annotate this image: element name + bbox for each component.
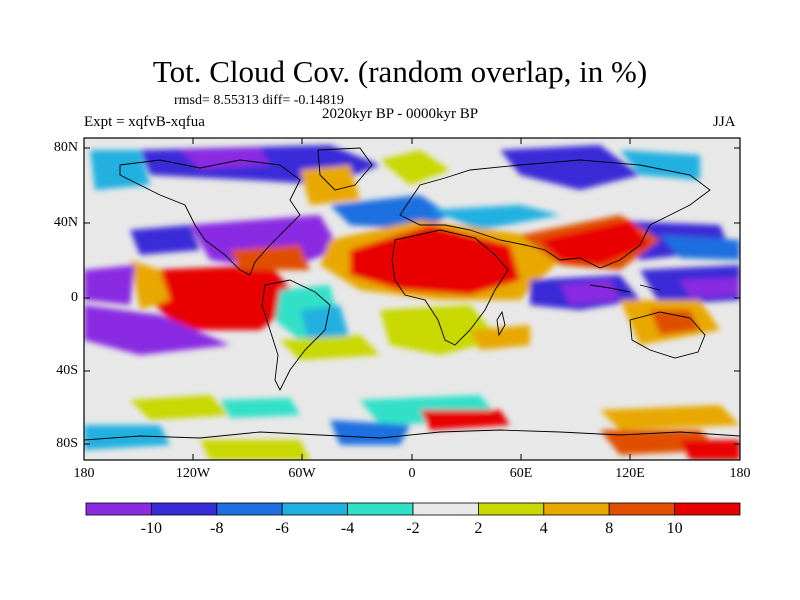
colorbar-swatch [477,502,545,516]
plot-title: Tot. Cloud Cov. (random overlap, in %) [152,54,648,89]
colorbar-tick-label: 10 [666,520,683,537]
colorbar-tick-label: 8 [605,520,614,537]
colorbar-tick-label: -4 [340,520,355,537]
colorbar-tick-label: 2 [474,520,483,537]
lon-label-60w: 60W [288,466,316,481]
coastlines [84,147,740,441]
colorbar-swatch [543,502,610,516]
colorbar-tick-label: 4 [539,520,548,537]
lat-label-40n: 40N [53,215,78,230]
period-subtitle: 2020kyr BP - 0000kyr BP [322,106,479,122]
colorbar-swatch [85,502,152,516]
lon-label-0: 0 [408,466,416,481]
experiment-label: Expt = xqfvB-xqfua [84,114,205,130]
colorbar-swatch [347,502,414,516]
lon-label-120w: 120W [175,466,211,481]
colorbar-swatch [674,502,741,516]
colorbar-tick-label: -2 [406,520,420,537]
colorbar-swatch [412,502,479,516]
lat-label-80n: 80N [53,140,78,155]
colorbar-swatch [216,502,283,516]
colorbar-tick-label: -8 [210,520,224,537]
lon-label-180e: 180 [729,466,751,481]
colorbar [85,502,741,516]
lat-label-80s: 80S [56,436,78,451]
colorbar-swatch [150,502,218,516]
lon-label-120e: 120E [615,466,645,481]
season-label: JJA [713,114,736,130]
lat-label-40s: 40S [56,363,78,378]
colorbar-tick-label: -6 [275,520,289,537]
colorbar-swatch [281,502,349,516]
lon-label-60e: 60E [509,466,533,481]
stats-line: rmsd= 8.55313 diff= -0.14819 [174,93,344,108]
anomaly-field [84,138,740,460]
colorbar-swatch [608,502,676,516]
colorbar-tick-label: -10 [140,520,163,537]
lon-label-180w: 180 [73,466,95,481]
lat-label-0: 0 [71,290,78,305]
